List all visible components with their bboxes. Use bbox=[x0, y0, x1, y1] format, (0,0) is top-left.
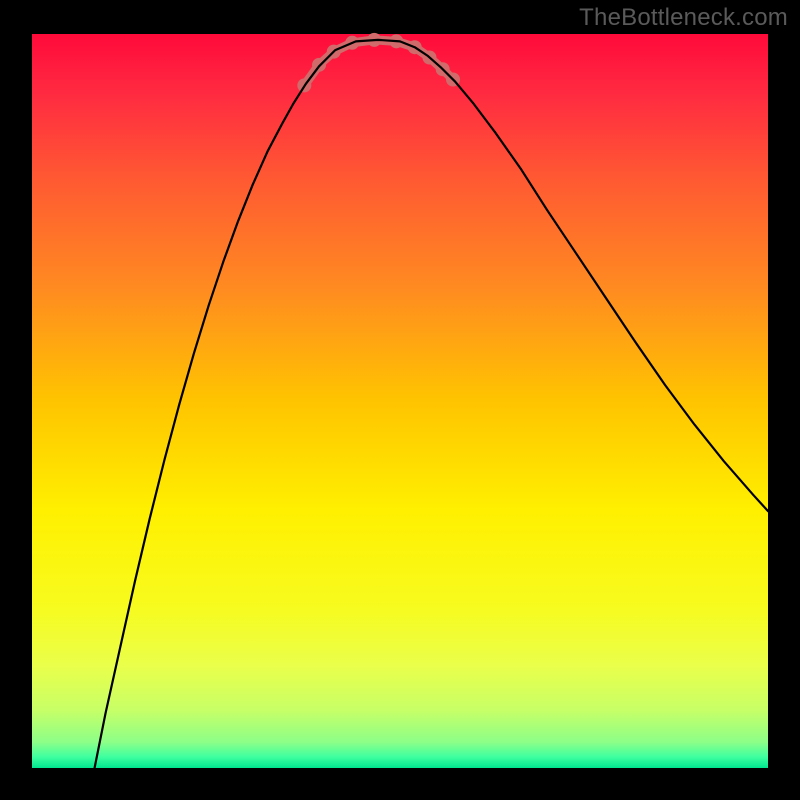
plot-background bbox=[32, 34, 768, 768]
watermark-label: TheBottleneck.com bbox=[579, 4, 788, 32]
chart-frame: TheBottleneck.com bbox=[0, 0, 800, 800]
bottleneck-curve-plot bbox=[0, 0, 800, 800]
